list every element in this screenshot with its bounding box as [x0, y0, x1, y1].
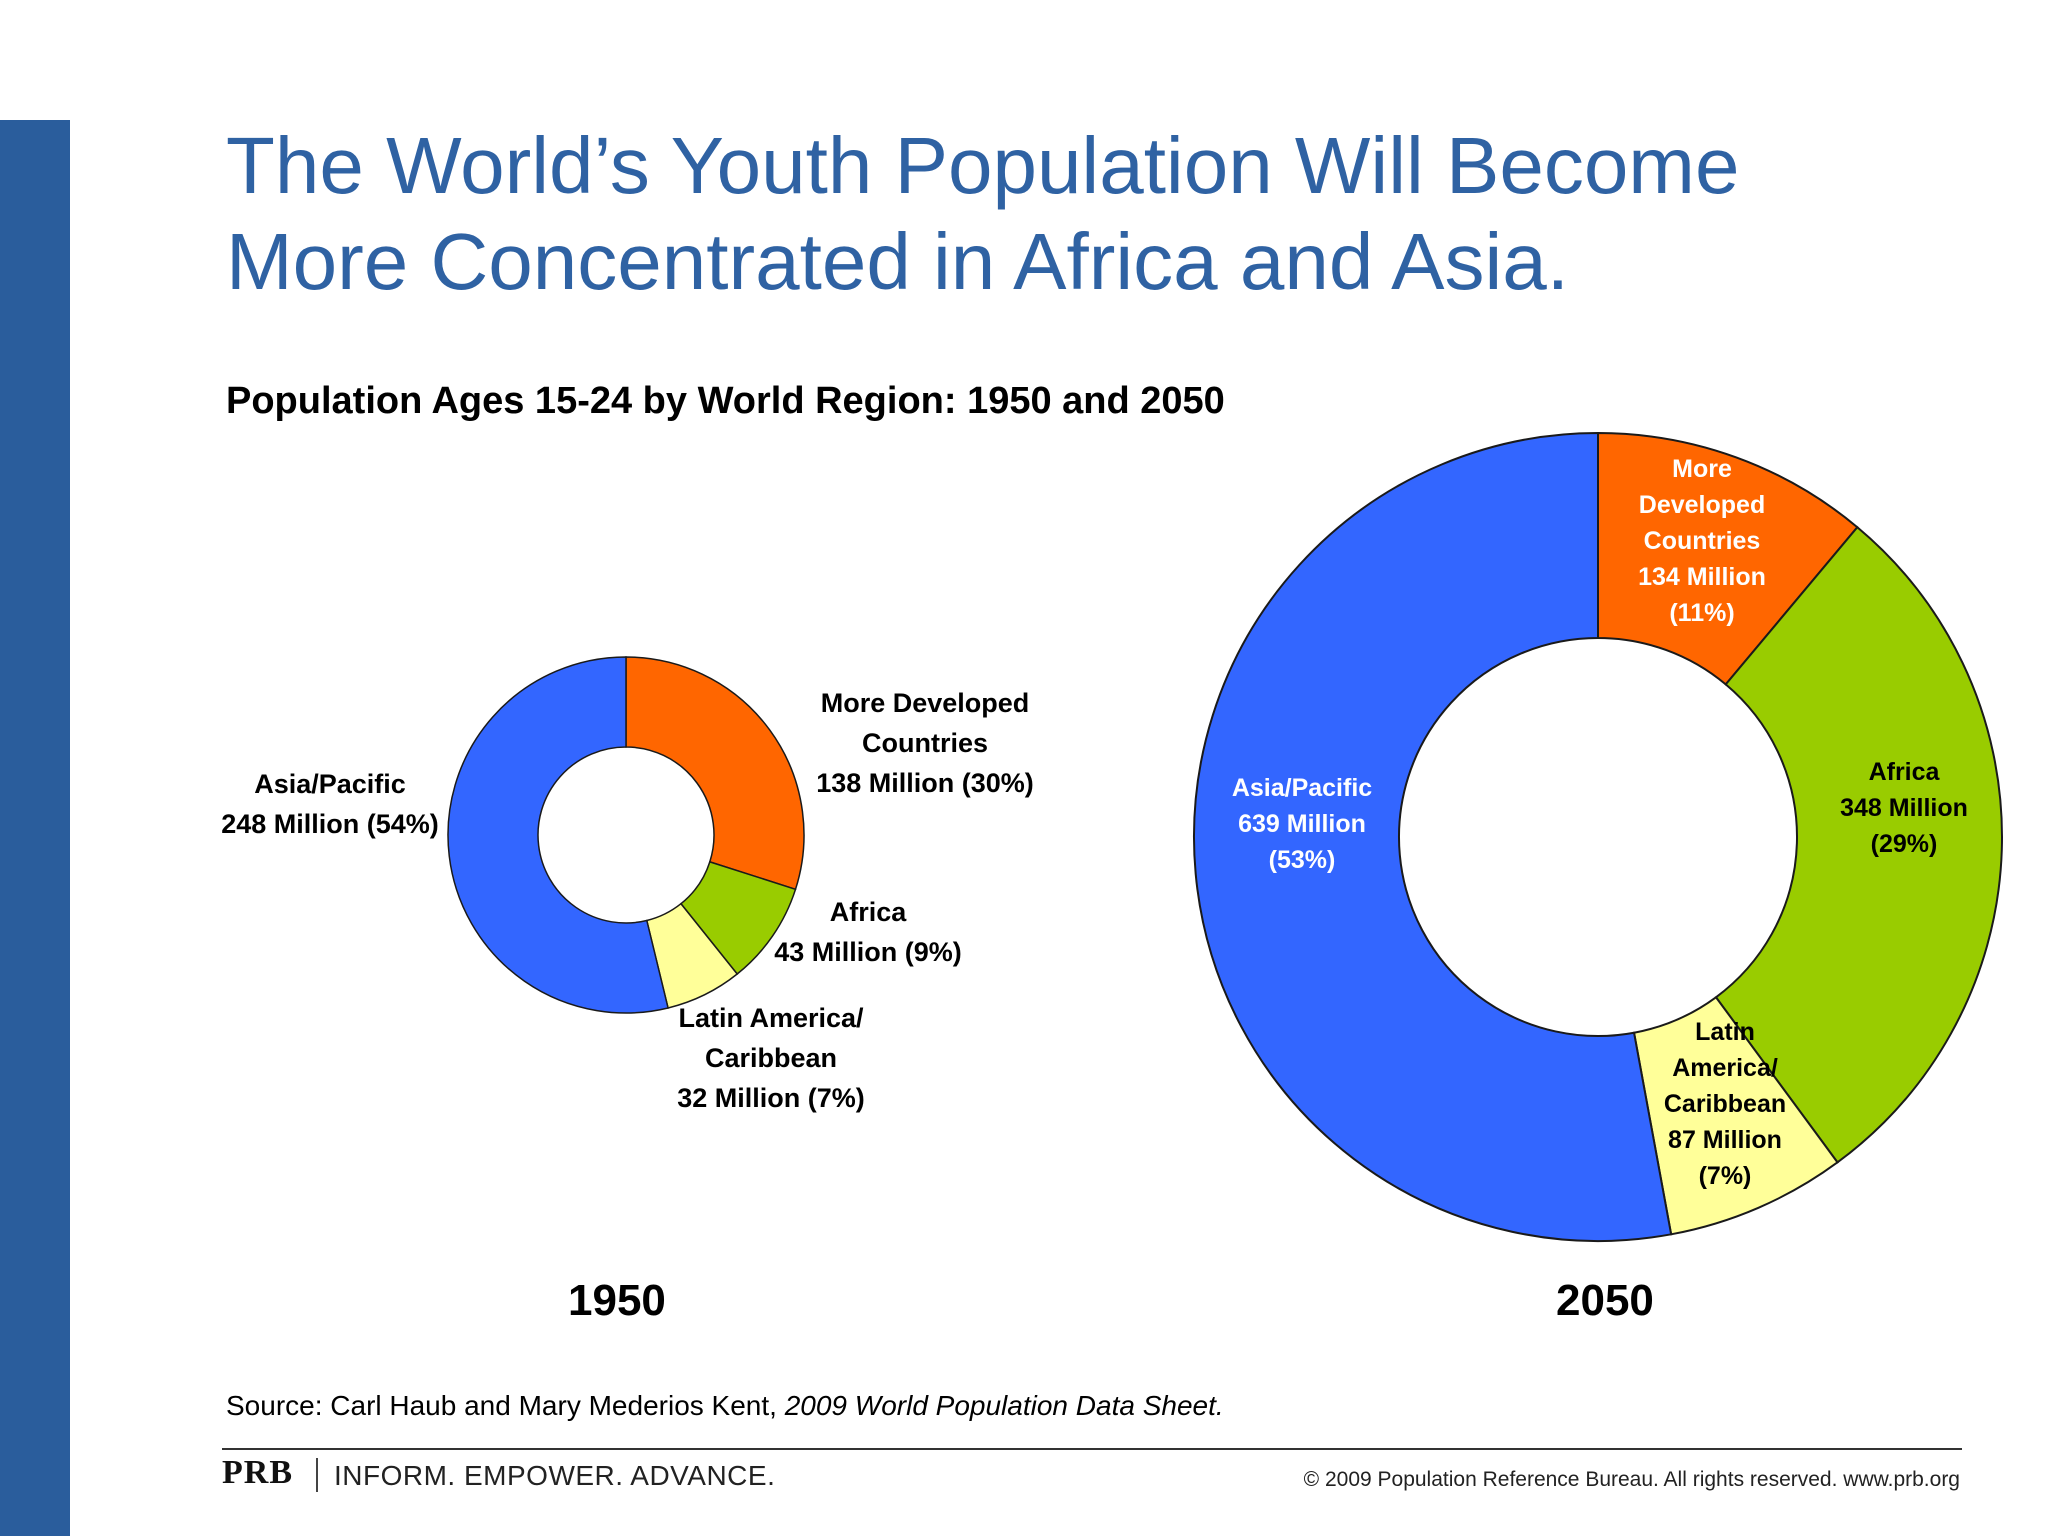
slice-more-developed-2050 — [1597, 431, 1859, 686]
slice-africa-2050 — [1714, 525, 2003, 1164]
side-accent-bar — [0, 120, 70, 1536]
prb-tagline: INFORM. EMPOWER. ADVANCE. — [334, 1460, 776, 1491]
label-asia-pacific-2050: Asia/Pacific 639 Million (53%) — [1232, 774, 1372, 874]
copyright-notice: © 2009 Population Reference Bureau. All … — [1303, 1468, 1960, 1491]
title-line-2: More Concentrated in Africa and Asia. — [226, 217, 1569, 306]
slice-asia-pacific-1950 — [447, 656, 669, 1014]
prb-logo: PRB — [222, 1454, 293, 1491]
donut-chart-2050: More Developed Countries 134 Million (11%) Af… — [1193, 431, 2003, 1242]
source-title: 2009 World Population Data Sheet. — [784, 1390, 1224, 1421]
chart-subtitle: Population Ages 15-24 by World Region: 1… — [226, 380, 1225, 422]
label-more-developed-2050: More Developed Countries 134 Million (11%) — [1638, 455, 1766, 627]
label-latin-america-2050: Latin America/Caribbean 87 Million (7%) — [1664, 1018, 1786, 1190]
logo-separator — [316, 1458, 318, 1492]
title-line-1: The World’s Youth Population Will Become — [226, 121, 1740, 210]
footer-divider — [222, 1448, 1962, 1450]
year-label-1950: 1950 — [568, 1276, 666, 1325]
source-note: Source: Carl Haub and Mary Mederios Kent… — [226, 1390, 1224, 1422]
slice-asia-pacific-2050 — [1193, 431, 1673, 1242]
year-label-2050: 2050 — [1556, 1276, 1654, 1325]
label-asia-pacific-1950: Asia/Pacific 248 Million (54%) — [221, 769, 439, 839]
donut-chart-1950: More Developed Countries 138 Million (30%)… — [221, 656, 1034, 1113]
label-africa-1950: Africa 43 Million (9%) — [774, 897, 962, 967]
label-latin-america-1950: Latin America/Caribbean 32 Million (7%) — [677, 1003, 865, 1113]
label-africa-2050: Africa 348 Million (29%) — [1840, 758, 1968, 858]
label-more-developed-1950: More Developed Countries 138 Million (30%) — [816, 688, 1034, 798]
slice-more-developed-1950 — [625, 656, 805, 891]
source-prefix: Source: Carl Haub and Mary Mederios Kent… — [226, 1390, 785, 1421]
slide-title: The World’s Youth Population Will Become… — [226, 118, 1986, 310]
